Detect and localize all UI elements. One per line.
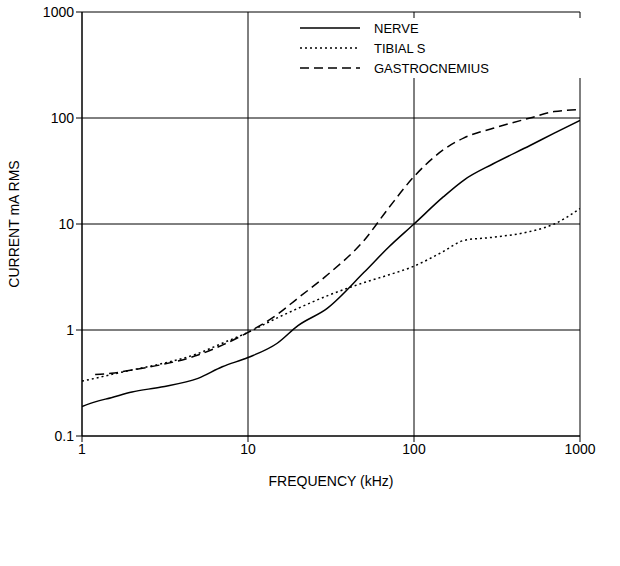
html-text:NERVE: NERVE xyxy=(374,20,419,36)
svg-text:FREQUENCY (kHz): FREQUENCY (kHz) xyxy=(269,473,394,489)
svg-text:10: 10 xyxy=(58,216,74,232)
svg-text:1000: 1000 xyxy=(43,4,74,20)
html-text:GASTROCNEMIUS: GASTROCNEMIUS xyxy=(374,60,489,76)
svg-text:1000: 1000 xyxy=(564,441,595,457)
svg-text:10: 10 xyxy=(240,441,256,457)
svg-text:CURRENT mA RMS: CURRENT mA RMS xyxy=(6,160,22,287)
svg-text:1: 1 xyxy=(66,322,74,338)
svg-text:100: 100 xyxy=(51,110,75,126)
svg-text:1: 1 xyxy=(78,441,86,457)
svg-text:100: 100 xyxy=(402,441,426,457)
html-text:TIBIAL S: TIBIAL S xyxy=(374,40,426,56)
svg-text:0.1: 0.1 xyxy=(55,428,75,444)
